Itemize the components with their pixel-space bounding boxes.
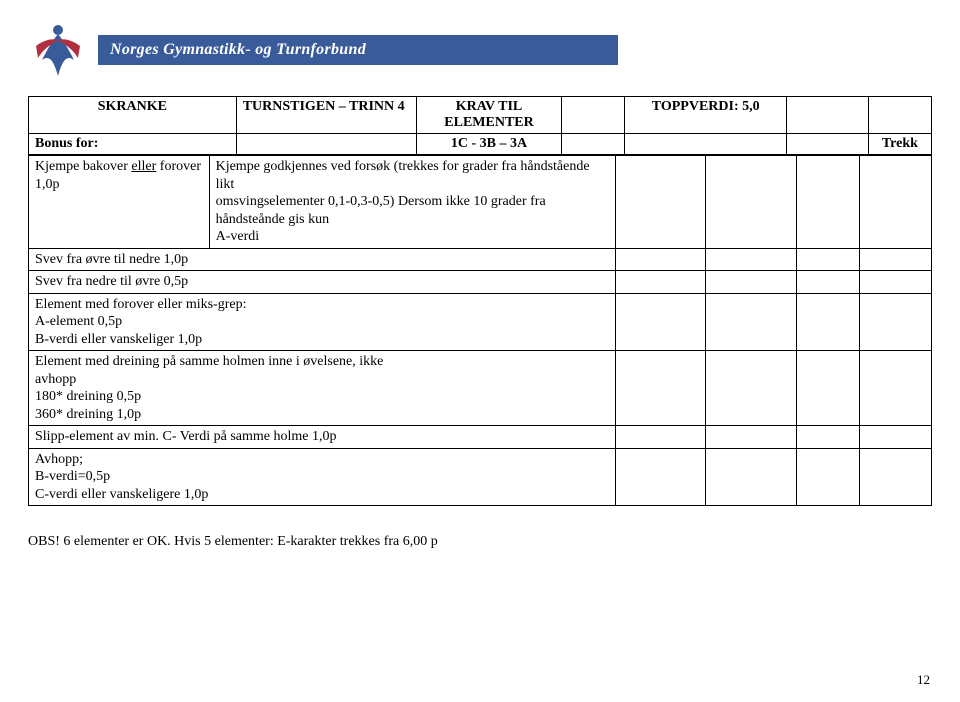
row-blank: [796, 271, 859, 294]
row-blank: [615, 156, 705, 249]
row-left: Avhopp;B-verdi=0,5pC-verdi eller vanskel…: [29, 448, 616, 506]
row-blank: [706, 248, 796, 271]
hdr-level: TURNSTIGEN – TRINN 4: [236, 97, 417, 134]
row-blank: [859, 271, 931, 294]
table-row: Element med dreining på samme holmen inn…: [29, 351, 932, 426]
hdr-requirements: KRAV TIL ELEMENTER: [417, 97, 561, 134]
bonus-empty-3: [624, 134, 787, 155]
row-blank: [615, 448, 705, 506]
org-name: Norges Gymnastikk- og Turnforbund: [110, 41, 366, 59]
row-blank: [615, 293, 705, 351]
row-blank: [706, 351, 796, 426]
row-blank: [796, 426, 859, 449]
row-blank: [859, 426, 931, 449]
row-blank: [706, 426, 796, 449]
row-left: Svev fra nedre til øvre 0,5p: [29, 271, 616, 294]
row-blank: [859, 351, 931, 426]
row-blank: [615, 426, 705, 449]
hdr-topvalue: TOPPVERDI: 5,0: [624, 97, 787, 134]
header-row-2: Bonus for: 1C - 3B – 3A Trekk: [29, 134, 932, 155]
row-blank: [706, 448, 796, 506]
row-blank: [706, 293, 796, 351]
bonus-right: Trekk: [868, 134, 931, 155]
table-row: Avhopp;B-verdi=0,5pC-verdi eller vanskel…: [29, 448, 932, 506]
row-left: Element med forover eller miks-grep:A-el…: [29, 293, 616, 351]
header-table: SKRANKE TURNSTIGEN – TRINN 4 KRAV TIL EL…: [28, 96, 932, 155]
row-blank: [859, 248, 931, 271]
federation-logo-icon: [28, 18, 88, 82]
org-name-bar: Norges Gymnastikk- og Turnforbund: [98, 35, 618, 65]
hdr-empty-2: [787, 97, 868, 134]
hdr-empty-3: [868, 97, 931, 134]
row-blank: [859, 448, 931, 506]
obs-note: OBS! 6 elementer er OK. Hvis 5 elementer…: [28, 534, 932, 550]
row-blank: [796, 156, 859, 249]
row-blank: [615, 351, 705, 426]
row-blank: [615, 248, 705, 271]
header-row-1: SKRANKE TURNSTIGEN – TRINN 4 KRAV TIL EL…: [29, 97, 932, 134]
row-left: Svev fra øvre til nedre 1,0p: [29, 248, 616, 271]
header-banner: Norges Gymnastikk- og Turnforbund: [28, 18, 932, 82]
row-blank: [796, 448, 859, 506]
bonus-empty-2: [561, 134, 624, 155]
table-row: Svev fra nedre til øvre 0,5p: [29, 271, 932, 294]
row-blank: [615, 271, 705, 294]
hdr-empty-1: [561, 97, 624, 134]
row-right: Kjempe godkjennes ved forsøk (trekkes fo…: [209, 156, 615, 249]
row-left: Kjempe bakover eller forover 1,0p: [29, 156, 210, 249]
bonus-center: 1C - 3B – 3A: [417, 134, 561, 155]
bonus-empty-4: [787, 134, 868, 155]
table-row: Element med forover eller miks-grep:A-el…: [29, 293, 932, 351]
row-blank: [859, 293, 931, 351]
table-row: Svev fra øvre til nedre 1,0p: [29, 248, 932, 271]
row-left: Slipp-element av min. C- Verdi på samme …: [29, 426, 616, 449]
body-table: Kjempe bakover eller forover 1,0pKjempe …: [28, 155, 932, 506]
row-blank: [859, 156, 931, 249]
row-blank: [706, 156, 796, 249]
bonus-label: Bonus for:: [29, 134, 237, 155]
row-blank: [796, 351, 859, 426]
table-row: Slipp-element av min. C- Verdi på samme …: [29, 426, 932, 449]
page-number: 12: [917, 672, 930, 688]
hdr-apparatus: SKRANKE: [29, 97, 237, 134]
bonus-empty-1: [236, 134, 417, 155]
table-row: Kjempe bakover eller forover 1,0pKjempe …: [29, 156, 932, 249]
row-blank: [706, 271, 796, 294]
row-left: Element med dreining på samme holmen inn…: [29, 351, 616, 426]
row-blank: [796, 248, 859, 271]
row-blank: [796, 293, 859, 351]
